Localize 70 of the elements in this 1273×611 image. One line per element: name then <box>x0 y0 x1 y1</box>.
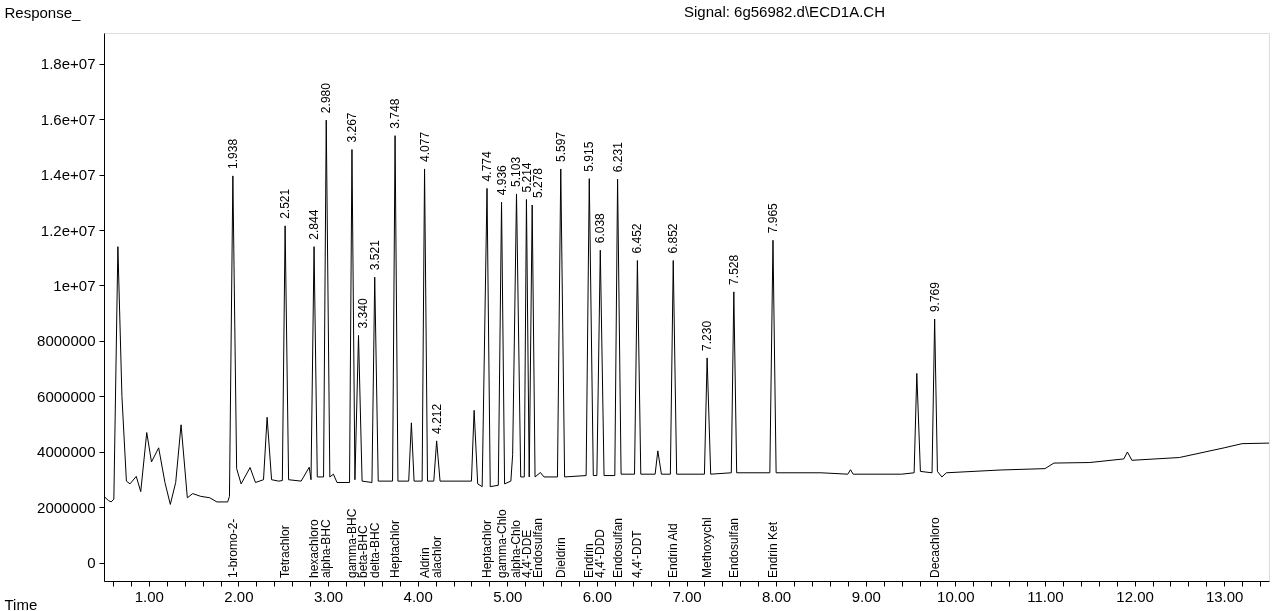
annotation: alpha-Chlo <box>509 519 524 578</box>
x-tick-label: 8.00 <box>762 587 792 605</box>
annotation: Heptachlor <box>388 519 403 578</box>
annotation: 2.844 <box>307 209 322 240</box>
y-tick-label: 1.6e+07 <box>40 110 96 128</box>
annotation: delta-BHC <box>367 522 382 578</box>
annotation: 6.452 <box>630 223 645 254</box>
y-tick-label: 4000000 <box>37 443 96 461</box>
annotation: 7.528 <box>726 254 741 285</box>
annotation: Endrin Ald <box>666 523 681 578</box>
annotation: 3.521 <box>367 239 382 271</box>
x-tick-label: 10.00 <box>937 587 975 605</box>
annotation: 6.231 <box>610 141 625 173</box>
y-tick-label: 2000000 <box>37 498 96 516</box>
annotation: 6.038 <box>593 212 608 244</box>
x-tick-label: 13.00 <box>1205 587 1244 605</box>
x-tick-label: 7.00 <box>672 587 702 605</box>
annotation: 4.774 <box>480 151 495 182</box>
y-tick-label: 6000000 <box>37 387 96 405</box>
x-tick-label: 1.00 <box>134 587 164 605</box>
annotation: hexachloro <box>307 518 322 578</box>
annotation: 3.267 <box>344 112 359 143</box>
y-tick-label: 0 <box>87 554 96 572</box>
annotation: 7.230 <box>700 320 715 351</box>
annotation: alpha-BHC <box>319 518 334 578</box>
annotation: Endosulfan <box>726 517 741 578</box>
annotation: Aldrin <box>417 547 432 578</box>
x-tick-label: 9.00 <box>851 587 881 605</box>
x-tick-label: 4.00 <box>403 587 433 605</box>
annotation: 4.212 <box>429 403 444 434</box>
y-tick-label: 1.8e+07 <box>40 55 96 73</box>
x-axis-title: Time <box>4 595 38 611</box>
annotation: 7.965 <box>765 202 780 234</box>
chart-title: Signal: 6g56982.d\ECD1A.CH <box>684 3 885 20</box>
annotation: 4.936 <box>494 164 509 196</box>
annotation: 4,4'-DDT <box>630 529 645 578</box>
y-tick-label: 8000000 <box>37 332 96 350</box>
annotation: Decachloro <box>927 516 942 578</box>
x-tick-label: 3.00 <box>313 587 344 605</box>
annotation: 2.521 <box>278 188 293 219</box>
annotation: 1.938 <box>225 138 240 169</box>
x-tick-label: 2.00 <box>224 587 254 605</box>
annotation: Tetrachlor <box>278 525 293 578</box>
x-tick-label: 11.00 <box>1027 587 1064 605</box>
y-tick-label: 1e+07 <box>53 277 96 294</box>
annotation: 6.852 <box>666 223 681 254</box>
annotation: Endosulfan <box>610 517 625 578</box>
y-tick-label: 1.2e+07 <box>40 221 96 239</box>
annotation: Endosulfan <box>531 517 546 578</box>
annotation: 2.980 <box>319 82 334 114</box>
annotation: Heptachlor <box>480 519 495 578</box>
annotation: 5.597 <box>553 131 568 162</box>
annotation: Dieldrin <box>553 537 568 578</box>
x-tick-label: 5.00 <box>493 587 523 605</box>
annotation: alachlor <box>429 535 444 578</box>
annotation: 5.278 <box>531 167 546 199</box>
annotation: 4.077 <box>417 131 432 162</box>
annotation: 1-bromo-2- <box>225 518 240 578</box>
annotation: 3.748 <box>388 98 403 129</box>
y-axis-title: Response_ <box>4 3 82 21</box>
annotation: Endrin Ket <box>765 521 780 578</box>
y-tick-label: 1.4e+07 <box>40 166 96 184</box>
x-tick-label: 12.00 <box>1116 587 1154 605</box>
annotation: Methoxychl <box>700 517 715 578</box>
annotation: gamma-Chlo <box>494 508 509 578</box>
annotation: 3.340 <box>355 298 370 329</box>
x-tick-label: 6.00 <box>582 587 612 605</box>
annotation: 5.915 <box>582 141 597 172</box>
annotation: 9.769 <box>927 281 942 313</box>
annotation: 4,4'-DDD <box>593 528 608 578</box>
